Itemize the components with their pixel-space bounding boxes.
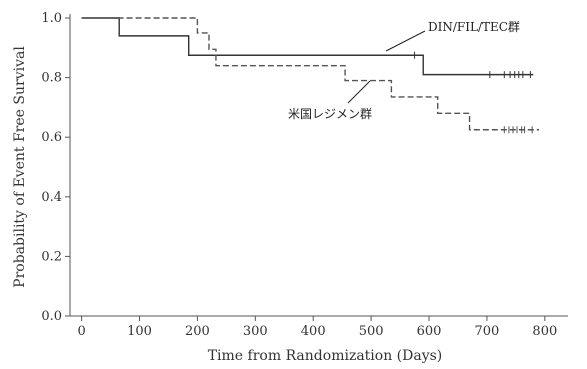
x-tick-label: 200 bbox=[185, 324, 210, 339]
series-label-us-regimen: 米国レジメン群 bbox=[288, 80, 372, 121]
series-label-din-fil-tec: DIN/FIL/TEC群 bbox=[385, 20, 520, 52]
x-axis-title: Time from Randomization (Days) bbox=[208, 348, 443, 364]
y-tick-label: 0.0 bbox=[41, 309, 62, 324]
x-tick-label: 700 bbox=[475, 324, 500, 339]
y-tick-label: 0.8 bbox=[41, 71, 62, 86]
series-line-din-fil-tec bbox=[81, 17, 534, 76]
y-axis-title: Probability of Event Free Survival bbox=[12, 46, 28, 288]
leader-line-din-fil-tec bbox=[385, 30, 426, 52]
censor-marks bbox=[414, 51, 533, 134]
y-tick-label: 0.4 bbox=[41, 190, 62, 205]
leader-line-us-regimen bbox=[347, 80, 371, 104]
x-tick-label: 0 bbox=[77, 324, 85, 339]
x-tick-label: 400 bbox=[301, 324, 326, 339]
x-tick-label: 600 bbox=[417, 324, 442, 339]
x-ticks: 0 100 200 300 400 500 600 700 800 bbox=[77, 316, 557, 339]
y-tick-label: 1.0 bbox=[41, 11, 62, 26]
curves bbox=[81, 17, 540, 131]
y-tick-label: 0.2 bbox=[41, 249, 62, 264]
y-tick-label: 0.6 bbox=[41, 130, 62, 145]
x-tick-label: 500 bbox=[359, 324, 384, 339]
series-label-us-regimen-text: 米国レジメン群 bbox=[288, 107, 372, 121]
x-tick-label: 800 bbox=[532, 324, 557, 339]
x-tick-label: 300 bbox=[243, 324, 268, 339]
y-ticks: 0.0 0.2 0.4 0.6 0.8 1.0 bbox=[41, 11, 70, 324]
x-tick-label: 100 bbox=[127, 324, 152, 339]
series-label-din-fil-tec-text: DIN/FIL/TEC群 bbox=[428, 20, 520, 34]
series-line-us-regimen bbox=[81, 17, 540, 131]
axes bbox=[69, 14, 568, 317]
